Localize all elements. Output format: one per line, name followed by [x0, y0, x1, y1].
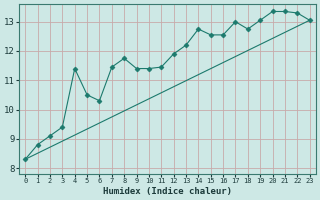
X-axis label: Humidex (Indice chaleur): Humidex (Indice chaleur)	[103, 187, 232, 196]
